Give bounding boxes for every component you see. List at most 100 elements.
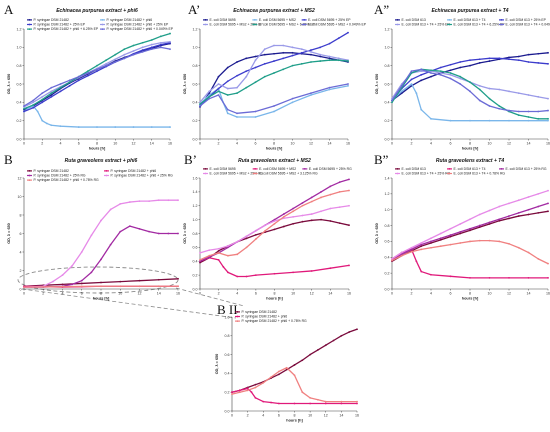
data-point bbox=[177, 285, 179, 288]
data-point bbox=[292, 207, 295, 210]
data-point bbox=[227, 246, 229, 249]
data-point bbox=[273, 220, 276, 222]
zoom-connector bbox=[17, 266, 245, 319]
data-point bbox=[338, 181, 341, 184]
x-tick-label: 2 bbox=[41, 142, 43, 146]
data-point bbox=[114, 126, 117, 128]
series-line bbox=[23, 225, 179, 288]
y-axis-label: OD, λ = 650 bbox=[183, 74, 187, 95]
y-tick-label: 0.6 bbox=[193, 246, 198, 250]
data-point bbox=[337, 59, 340, 62]
chart-panel-b3: B II 0 2 4 6 8 10 12 14 16 0.0 0.2 0.4 0.6 0.8 1.0 hours… bbox=[215, 302, 359, 423]
data-point bbox=[420, 270, 423, 273]
x-tick-label: 16 bbox=[176, 292, 180, 296]
data-point bbox=[449, 275, 452, 278]
data-point bbox=[420, 248, 423, 251]
data-point bbox=[231, 393, 233, 395]
x-tick-label: 8 bbox=[469, 142, 471, 146]
y-axis-label: OD, λ = 650 bbox=[7, 223, 11, 244]
data-point bbox=[317, 398, 319, 401]
data-point bbox=[141, 49, 144, 51]
data-point bbox=[51, 280, 54, 283]
data-point bbox=[292, 222, 295, 225]
y-tick-label: 0.4 bbox=[17, 101, 22, 105]
data-point bbox=[32, 99, 35, 102]
data-point bbox=[324, 344, 327, 347]
y-tick-label: 1.4 bbox=[193, 190, 198, 194]
data-point bbox=[301, 214, 304, 217]
data-point bbox=[478, 226, 481, 229]
data-point bbox=[517, 59, 520, 62]
data-point bbox=[23, 107, 25, 110]
legend-entry: P. syringae DSM 21482 + phi6 bbox=[107, 18, 153, 22]
legend-entry: P. syringae DSM 21482 + 25% RG bbox=[34, 174, 86, 178]
y-tick-label: 0.4 bbox=[193, 260, 198, 264]
data-point bbox=[320, 196, 322, 199]
data-point bbox=[226, 112, 229, 115]
x-tick-label: 4 bbox=[236, 292, 238, 296]
y-tick-label: 0.8 bbox=[193, 232, 198, 236]
legend-entry: P. syringae DSM 21482 + phi6 + 0.78% RG bbox=[34, 178, 100, 182]
data-point bbox=[100, 219, 102, 222]
data-point bbox=[23, 110, 25, 113]
legend-entry: P. syringae DSM 21482 + 25% EP bbox=[34, 23, 86, 27]
data-point bbox=[41, 95, 44, 98]
data-point bbox=[119, 285, 122, 288]
x-axis-label: hours [h] bbox=[89, 147, 106, 151]
legend-entry: P. syringae DSM 21482 bbox=[34, 169, 69, 173]
data-point bbox=[328, 59, 331, 62]
legend-marker bbox=[500, 19, 503, 21]
data-point bbox=[449, 235, 452, 238]
data-point bbox=[537, 52, 540, 55]
x-tick-label: 6 bbox=[255, 142, 257, 146]
data-point bbox=[449, 69, 452, 72]
data-point bbox=[517, 55, 520, 58]
data-point bbox=[547, 210, 549, 213]
data-point bbox=[68, 81, 71, 84]
data-point bbox=[537, 257, 540, 260]
y-tick-label: 0.8 bbox=[225, 334, 230, 338]
data-point bbox=[328, 55, 331, 58]
chart-panel-b1: B’ Ruta graveolens extract + MS2 0 2 4 6 8 10 12… bbox=[183, 152, 352, 301]
y-tick-label: 0.2 bbox=[17, 119, 22, 123]
data-point bbox=[222, 265, 225, 268]
data-point bbox=[310, 49, 312, 51]
data-point bbox=[32, 106, 35, 109]
data-point bbox=[400, 84, 403, 87]
panel-letter: A” bbox=[374, 2, 389, 17]
data-point bbox=[310, 200, 313, 203]
data-point bbox=[300, 48, 303, 51]
data-point bbox=[527, 251, 530, 254]
data-point bbox=[159, 35, 162, 38]
data-point bbox=[420, 79, 423, 82]
x-axis-label: hours [h] bbox=[266, 147, 283, 151]
data-point bbox=[167, 199, 170, 202]
x-tick-label: 0 bbox=[23, 142, 25, 146]
data-point bbox=[150, 39, 153, 41]
data-point bbox=[547, 51, 549, 54]
data-point bbox=[498, 240, 501, 243]
data-point bbox=[282, 57, 285, 60]
data-point bbox=[469, 90, 471, 93]
data-point bbox=[459, 242, 462, 244]
chart-panel-a: A Echinacea purpurea extract + phi6 0 2 4 6 8 1… bbox=[4, 2, 174, 151]
legend-entry: E. coli DSM 613 + T4 bbox=[454, 18, 486, 22]
data-point bbox=[90, 271, 93, 274]
data-point bbox=[449, 77, 452, 80]
data-point bbox=[449, 119, 452, 122]
legend-entry: P. syringae DSM 21482 + phi6 + 6.25% EP bbox=[34, 27, 99, 31]
y-tick-label: 1.0 bbox=[225, 315, 230, 319]
y-tick-label: 0.0 bbox=[193, 137, 198, 141]
legend-entry: E. coli DSM 5695 bbox=[210, 167, 236, 171]
x-tick-label: 16 bbox=[355, 414, 359, 418]
data-point bbox=[291, 97, 294, 100]
y-axis-label: OD, λ = 650 bbox=[375, 223, 379, 244]
data-point bbox=[337, 57, 340, 60]
data-point bbox=[328, 86, 331, 89]
x-tick-label: 6 bbox=[81, 292, 83, 296]
legend-entry: P. syringae DSM 21482 + phi6 bbox=[111, 169, 157, 173]
data-point bbox=[77, 75, 80, 78]
data-point bbox=[282, 51, 285, 54]
data-point bbox=[517, 215, 520, 217]
